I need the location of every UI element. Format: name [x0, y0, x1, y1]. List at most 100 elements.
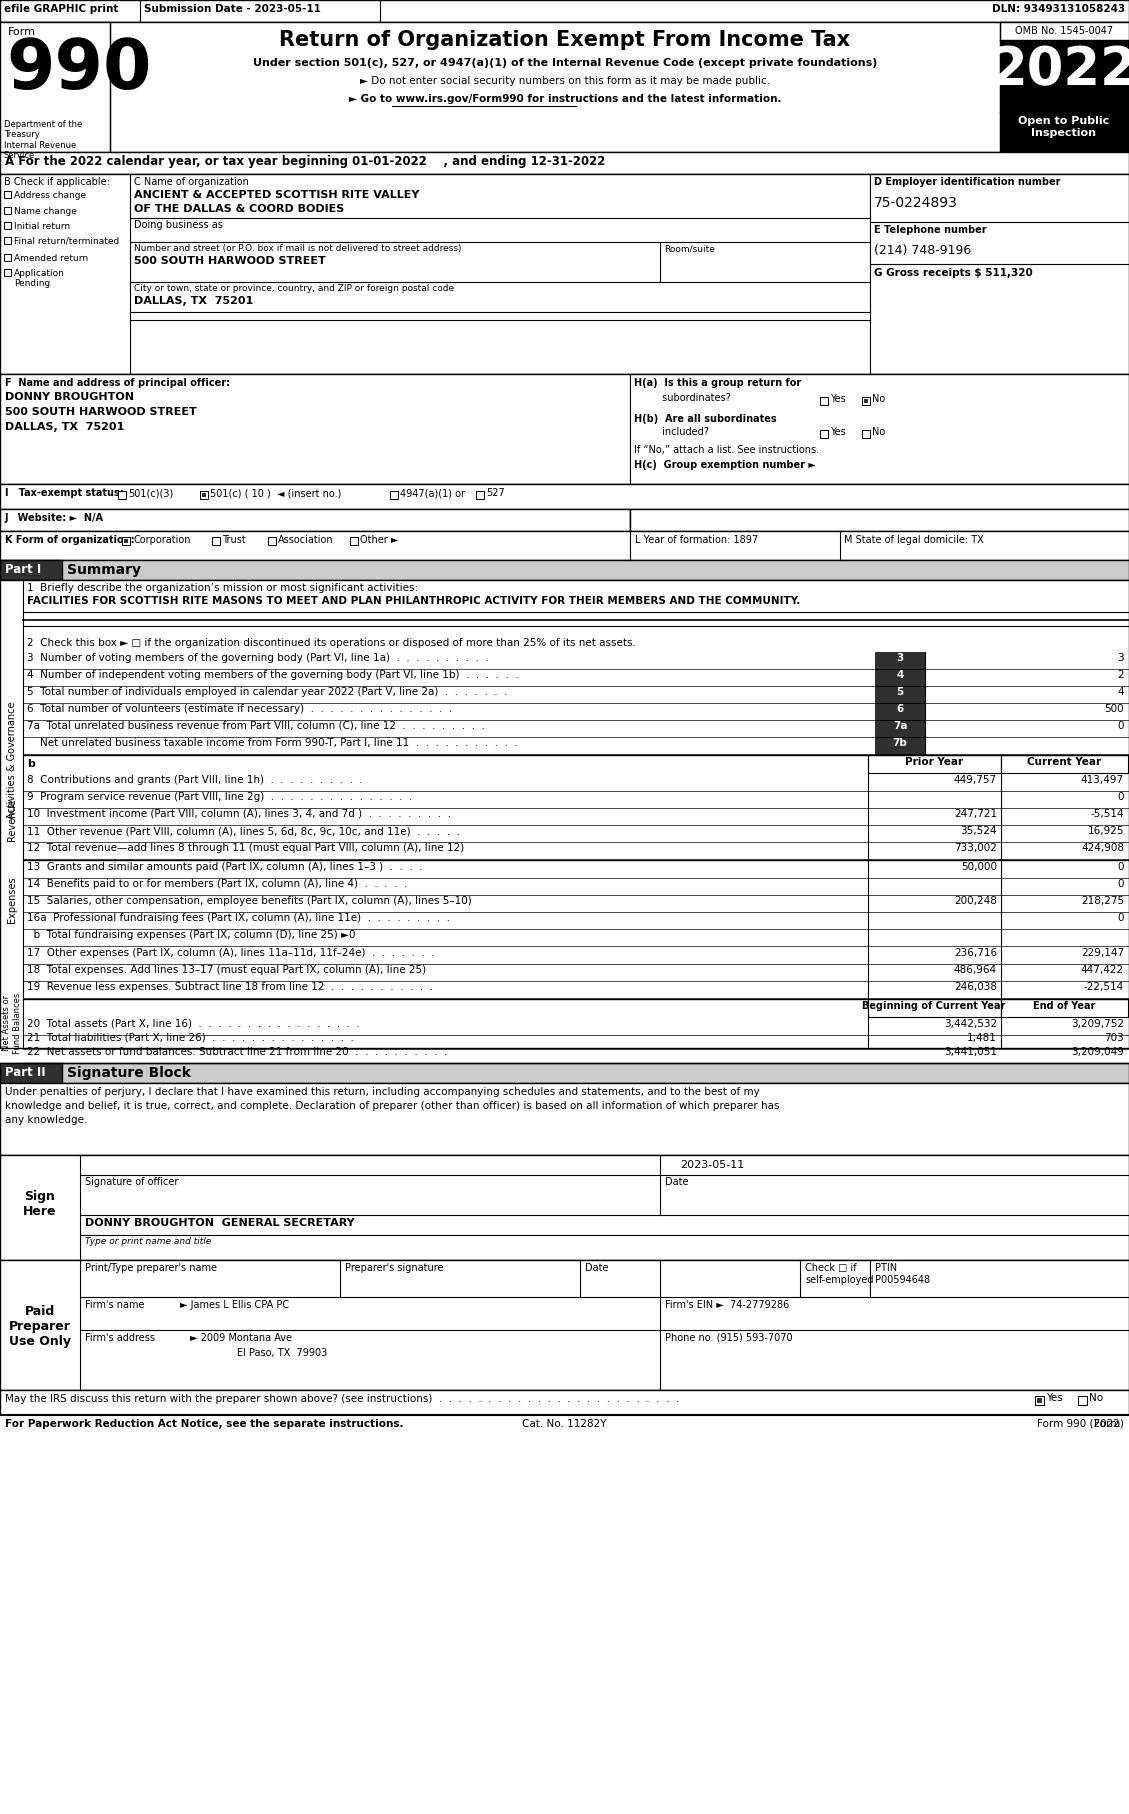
- Bar: [1000, 40, 1129, 112]
- Bar: [875, 669, 925, 686]
- Text: P00594648: P00594648: [875, 1275, 930, 1284]
- Text: 7b: 7b: [893, 738, 908, 747]
- Text: G Gross receipts $ 511,320: G Gross receipts $ 511,320: [874, 268, 1033, 278]
- Bar: [1001, 755, 1128, 773]
- Bar: [1000, 112, 1129, 152]
- Text: -22,514: -22,514: [1084, 981, 1124, 992]
- Text: 3: 3: [896, 653, 903, 662]
- Text: ► Do not enter social security numbers on this form as it may be made public.: ► Do not enter social security numbers o…: [360, 76, 770, 85]
- Text: Room/suite: Room/suite: [664, 245, 715, 252]
- Text: 17  Other expenses (Part IX, column (A), lines 11a–11d, 11f–24e)  .  .  .  .  . : 17 Other expenses (Part IX, column (A), …: [27, 949, 435, 958]
- Text: 229,147: 229,147: [1080, 949, 1124, 958]
- Text: OMB No. 1545-0047: OMB No. 1545-0047: [1015, 25, 1113, 36]
- Text: B Check if applicable:: B Check if applicable:: [5, 178, 110, 187]
- Text: City or town, state or province, country, and ZIP or foreign postal code: City or town, state or province, country…: [134, 285, 454, 294]
- Text: Association: Association: [278, 535, 334, 544]
- Bar: [0, 532, 1129, 561]
- Text: knowledge and belief, it is true, correct, and complete. Declaration of preparer: knowledge and belief, it is true, correc…: [5, 1101, 779, 1110]
- Text: Firm's EIN ►  74-2779286: Firm's EIN ► 74-2779286: [665, 1301, 789, 1310]
- Text: DLN: 93493131058243: DLN: 93493131058243: [991, 4, 1124, 15]
- Text: 0: 0: [1118, 793, 1124, 802]
- Bar: [868, 755, 1001, 773]
- Text: 8  Contributions and grants (Part VIII, line 1h)  .  .  .  .  .  .  .  .  .  .: 8 Contributions and grants (Part VIII, l…: [27, 775, 362, 785]
- Text: 4: 4: [896, 669, 903, 680]
- Text: Part II: Part II: [5, 1067, 45, 1079]
- Bar: [0, 22, 110, 152]
- Bar: [0, 561, 1129, 580]
- Text: 486,964: 486,964: [954, 965, 997, 974]
- Bar: [350, 537, 358, 544]
- Text: Beginning of Current Year: Beginning of Current Year: [863, 1001, 1006, 1010]
- Text: FACILITIES FOR SCOTTISH RITE MASONS TO MEET AND PLAN PHILANTHROPIC ACTIVITY FOR : FACILITIES FOR SCOTTISH RITE MASONS TO M…: [27, 597, 800, 606]
- Text: 3  Number of voting members of the governing body (Part VI, line 1a)  .  .  .  .: 3 Number of voting members of the govern…: [27, 653, 489, 662]
- Text: 500: 500: [1104, 704, 1124, 715]
- Bar: [0, 1083, 1129, 1156]
- Text: efile GRAPHIC print: efile GRAPHIC print: [5, 4, 119, 15]
- Text: Return of Organization Exempt From Income Tax: Return of Organization Exempt From Incom…: [280, 31, 850, 51]
- Text: Type or print name and title: Type or print name and title: [85, 1237, 211, 1246]
- Text: ► James L Ellis CPA PC: ► James L Ellis CPA PC: [180, 1301, 289, 1310]
- Text: No: No: [872, 394, 885, 405]
- Text: 21  Total liabilities (Part X, line 26)  .  .  .  .  .  .  .  .  .  .  .  .  .  : 21 Total liabilities (Part X, line 26) .…: [27, 1032, 353, 1043]
- Text: 527: 527: [485, 488, 505, 499]
- Text: 2: 2: [1118, 669, 1124, 680]
- Text: Form: Form: [1094, 1419, 1124, 1429]
- Text: Expenses: Expenses: [7, 876, 17, 923]
- Text: 0: 0: [1118, 880, 1124, 889]
- Bar: [0, 561, 62, 580]
- Text: b  Total fundraising expenses (Part IX, column (D), line 25) ►0: b Total fundraising expenses (Part IX, c…: [27, 931, 356, 940]
- Text: 2  Check this box ► □ if the organization discontinued its operations or dispose: 2 Check this box ► □ if the organization…: [27, 639, 636, 648]
- Text: I   Tax-exempt status:: I Tax-exempt status:: [5, 488, 124, 499]
- Text: 246,038: 246,038: [954, 981, 997, 992]
- Bar: [124, 539, 129, 542]
- Text: Part I: Part I: [5, 562, 42, 577]
- Text: Corporation: Corporation: [133, 535, 191, 544]
- Text: 10  Investment income (Part VIII, column (A), lines 3, 4, and 7d )  .  .  .  .  : 10 Investment income (Part VIII, column …: [27, 809, 450, 818]
- Text: Signature Block: Signature Block: [67, 1067, 191, 1079]
- Text: 218,275: 218,275: [1080, 896, 1124, 905]
- Text: 75-0224893: 75-0224893: [874, 196, 957, 210]
- Text: 247,721: 247,721: [954, 809, 997, 818]
- Text: 3: 3: [1118, 653, 1124, 662]
- Bar: [875, 720, 925, 736]
- Text: E Telephone number: E Telephone number: [874, 225, 987, 236]
- Text: May the IRS discuss this return with the preparer shown above? (see instructions: May the IRS discuss this return with the…: [5, 1393, 680, 1404]
- Text: Print/Type preparer's name: Print/Type preparer's name: [85, 1263, 217, 1273]
- Bar: [122, 537, 130, 544]
- Text: Preparer's signature: Preparer's signature: [345, 1263, 444, 1273]
- Text: 50,000: 50,000: [961, 862, 997, 873]
- Text: 6  Total number of volunteers (estimate if necessary)  .  .  .  .  .  .  .  .  .: 6 Total number of volunteers (estimate i…: [27, 704, 453, 715]
- Text: For Paperwork Reduction Act Notice, see the separate instructions.: For Paperwork Reduction Act Notice, see …: [5, 1419, 403, 1429]
- Text: subordinates?: subordinates?: [634, 394, 730, 403]
- Text: Form 990 (2022): Form 990 (2022): [1038, 1419, 1124, 1429]
- Text: 18  Total expenses. Add lines 13–17 (must equal Part IX, column (A), line 25): 18 Total expenses. Add lines 13–17 (must…: [27, 965, 426, 974]
- Bar: [1038, 1399, 1042, 1402]
- Text: 4: 4: [1118, 688, 1124, 697]
- Bar: [0, 1390, 1129, 1415]
- Bar: [863, 430, 870, 437]
- Text: 200,248: 200,248: [954, 896, 997, 905]
- Bar: [1078, 1397, 1087, 1406]
- Bar: [820, 430, 828, 437]
- Text: Firm's address: Firm's address: [85, 1333, 155, 1342]
- Text: 424,908: 424,908: [1080, 844, 1124, 853]
- Bar: [875, 651, 925, 669]
- Text: b: b: [27, 758, 35, 769]
- Text: 9  Program service revenue (Part VIII, line 2g)  .  .  .  .  .  .  .  .  .  .  .: 9 Program service revenue (Part VIII, li…: [27, 793, 412, 802]
- Text: Paid
Preparer
Use Only: Paid Preparer Use Only: [9, 1304, 71, 1348]
- Text: ► 2009 Montana Ave: ► 2009 Montana Ave: [190, 1333, 292, 1342]
- Text: 413,497: 413,497: [1080, 775, 1124, 785]
- Bar: [476, 492, 484, 499]
- Text: Check □ if: Check □ if: [805, 1263, 857, 1273]
- Text: Address change: Address change: [14, 190, 86, 200]
- Text: Net unrelated business taxable income from Form 990-T, Part I, line 11  .  .  . : Net unrelated business taxable income fr…: [27, 738, 518, 747]
- Text: 16a  Professional fundraising fees (Part IX, column (A), line 11e)  .  .  .  .  : 16a Professional fundraising fees (Part …: [27, 912, 450, 923]
- Text: 1  Briefly describe the organization’s mission or most significant activities:: 1 Briefly describe the organization’s mi…: [27, 582, 418, 593]
- Text: No: No: [872, 426, 885, 437]
- Bar: [0, 1415, 1129, 1440]
- Text: 15  Salaries, other compensation, employee benefits (Part IX, column (A), lines : 15 Salaries, other compensation, employe…: [27, 896, 472, 905]
- Text: Number and street (or P.O. box if mail is not delivered to street address): Number and street (or P.O. box if mail i…: [134, 245, 462, 252]
- Bar: [863, 397, 870, 405]
- Bar: [0, 152, 1129, 174]
- Text: Revenue: Revenue: [7, 798, 17, 842]
